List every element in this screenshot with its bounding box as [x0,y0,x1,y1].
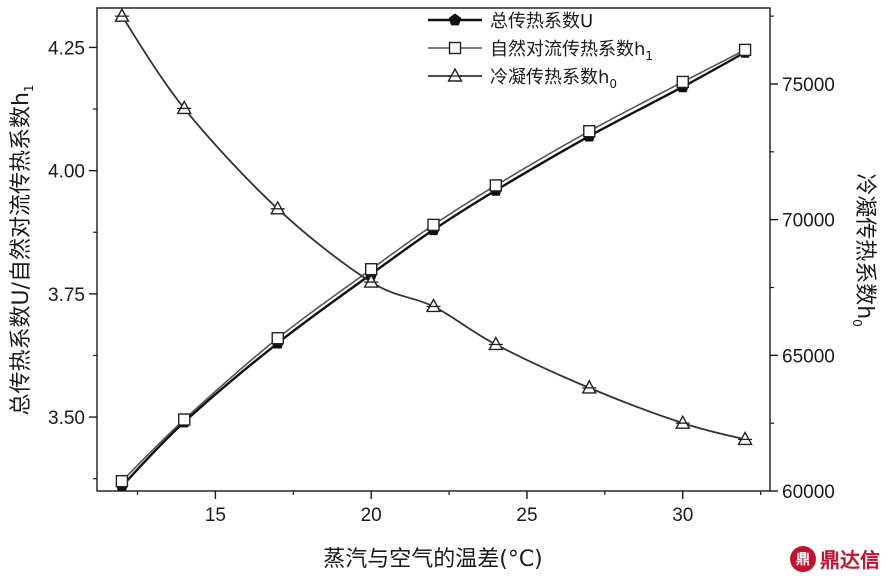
plot-frame [96,7,771,492]
right-axis-title-main: 冷凝传热系数h [852,173,877,319]
data-point-s3 [675,414,691,429]
data-point-s3 [737,430,753,446]
legend-label-main: 总传热系数U [490,11,593,32]
data-point-s2 [178,413,191,426]
legend-label-sub: 1 [645,49,653,63]
data-point-s3 [425,298,442,313]
series-markers [114,7,753,492]
legend-label-2: 自然对流传热系数h1 [490,39,653,63]
data-point-s2 [271,332,284,345]
data-point-s3 [176,99,192,115]
y-right-tick-label: 70000 [782,211,835,232]
legend-marker [448,41,462,55]
series-line-2 [121,49,746,482]
y-left-tick-label: 4.25 [48,38,85,59]
legend-label-3: 冷凝传热系数h0 [490,67,617,91]
legend-label-1: 总传热系数U [490,11,593,32]
y-right-tick-label: 65000 [782,346,835,367]
legend-label-main: 自然对流传热系数h [490,39,645,60]
x-tick-label: 15 [205,505,226,526]
x-tick-label: 30 [672,505,693,526]
left-axis-title-sub: 1 [22,84,36,92]
watermark: 鼎 鼎达信 [790,544,880,573]
y-right-tick-label: 75000 [782,75,835,96]
y-right-tick-label: 60000 [782,482,835,503]
x-tick-label: 25 [516,505,537,526]
x-axis-title: 蒸汽与空气的温差(°C) [323,547,543,572]
left-axis-title: 总传热系数U/自然对流传热系数h1 [9,84,36,415]
data-point-s3 [488,336,504,351]
y-left-tick-label: 3.75 [48,285,85,306]
y-left-tick-label: 3.50 [48,408,85,429]
data-point-s2 [738,43,752,57]
series-lines [121,15,746,487]
watermark-logo: 鼎 [790,545,816,572]
series-line-1 [121,51,746,487]
data-point-s2 [115,474,129,488]
right-axis-title: 冷凝传热系数h0 [850,173,877,327]
data-point-s3 [114,7,130,22]
x-tick-label: 20 [361,505,382,526]
left-axis-title-main: 总传热系数U/自然对流传热系数h [9,92,34,415]
data-point-s2 [489,179,503,192]
data-point-s3 [363,273,379,288]
data-point-s2 [364,263,378,276]
series-line-3 [121,15,746,441]
legend: 总传热系数U 自然对流传热系数h1 冷凝传热系数h0 [428,11,653,91]
legend-label-main: 冷凝传热系数h [490,67,609,88]
data-point-s2 [583,125,596,138]
data-point-s3 [270,200,286,215]
watermark-text: 鼎达信 [820,548,880,572]
data-point-s2 [427,218,440,232]
legend-marker [447,67,463,82]
ticks: 15 20 25 30 3.50 3.75 4.00 4.25 60000 65000 70000 7… [48,15,835,526]
legend-marker [448,13,462,26]
y-left-tick-label: 4.00 [48,162,85,183]
data-point-s2 [676,75,689,89]
data-point-s3 [581,379,597,394]
legend-label-sub: 0 [609,77,617,91]
right-axis-title-sub: 0 [850,319,864,327]
